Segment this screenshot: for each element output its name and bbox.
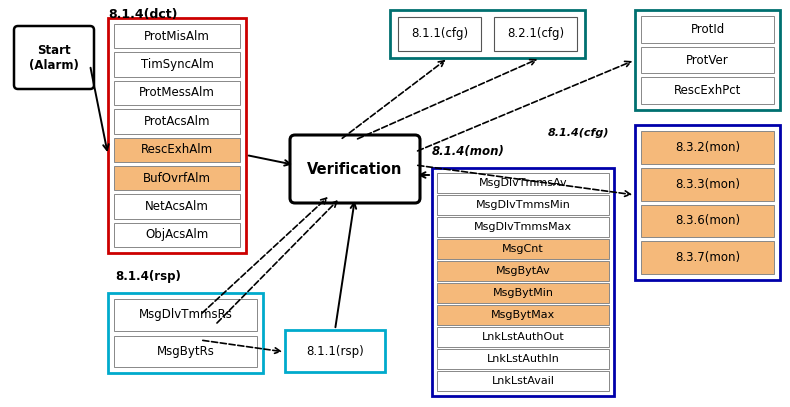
Text: 8.1.1(rsp): 8.1.1(rsp) xyxy=(307,344,364,357)
Bar xyxy=(494,17,577,51)
Text: BufOvrfAlm: BufOvrfAlm xyxy=(143,172,211,184)
Bar xyxy=(114,223,240,247)
Bar xyxy=(641,16,774,43)
Bar xyxy=(437,371,609,391)
Text: MsgDlvTmmsMin: MsgDlvTmmsMin xyxy=(476,200,570,210)
Bar xyxy=(114,138,240,162)
Bar xyxy=(437,261,609,281)
Bar xyxy=(114,109,240,133)
Text: LnkLstAuthOut: LnkLstAuthOut xyxy=(482,332,564,342)
Bar xyxy=(285,330,385,372)
Text: 8.1.4(cfg): 8.1.4(cfg) xyxy=(548,128,610,138)
Bar xyxy=(437,283,609,303)
Text: ProtVer: ProtVer xyxy=(687,53,729,66)
Text: MsgDlvTmmsMax: MsgDlvTmmsMax xyxy=(474,222,572,232)
Text: MsgBytAv: MsgBytAv xyxy=(495,266,551,276)
Text: NetAcsAlm: NetAcsAlm xyxy=(145,200,209,213)
Text: 8.3.3(mon): 8.3.3(mon) xyxy=(675,177,740,190)
Bar xyxy=(114,53,240,77)
Text: 8.3.7(mon): 8.3.7(mon) xyxy=(675,251,740,264)
Text: 8.3.6(mon): 8.3.6(mon) xyxy=(675,214,740,228)
Text: 8.1.1(cfg): 8.1.1(cfg) xyxy=(411,28,468,41)
Bar xyxy=(437,305,609,325)
Text: Verification: Verification xyxy=(307,162,403,177)
Bar xyxy=(432,168,614,396)
Bar xyxy=(641,168,774,201)
Text: 8.1.4(rsp): 8.1.4(rsp) xyxy=(115,270,181,283)
Bar xyxy=(437,327,609,347)
Text: RescExhPct: RescExhPct xyxy=(674,84,741,97)
Text: ProtMisAlm: ProtMisAlm xyxy=(144,30,210,43)
Bar xyxy=(114,24,240,48)
Text: ProtId: ProtId xyxy=(690,23,724,36)
Bar xyxy=(108,18,246,253)
Text: MsgDlvTmmsAv: MsgDlvTmmsAv xyxy=(479,178,567,188)
Bar xyxy=(437,173,609,193)
Text: MsgDlvTmmsRs: MsgDlvTmmsRs xyxy=(138,308,232,321)
Bar xyxy=(114,299,257,330)
Bar xyxy=(437,217,609,237)
Text: ProtMessAlm: ProtMessAlm xyxy=(139,86,215,99)
Text: 8.1.4(dct): 8.1.4(dct) xyxy=(108,8,178,21)
Bar xyxy=(437,349,609,369)
Text: ObjAcsAlm: ObjAcsAlm xyxy=(145,228,209,241)
Text: RescExhAlm: RescExhAlm xyxy=(141,143,213,156)
FancyBboxPatch shape xyxy=(14,26,94,89)
Bar xyxy=(635,125,780,280)
Bar xyxy=(390,10,585,58)
FancyBboxPatch shape xyxy=(290,135,420,203)
Bar xyxy=(437,239,609,259)
Bar xyxy=(108,293,263,373)
Bar xyxy=(114,335,257,367)
Bar xyxy=(635,10,780,110)
Text: MsgBytMax: MsgBytMax xyxy=(491,310,555,320)
Bar xyxy=(641,77,774,104)
Bar xyxy=(641,131,774,164)
Bar xyxy=(114,194,240,219)
Text: ProtAcsAlm: ProtAcsAlm xyxy=(144,115,210,128)
Bar xyxy=(437,195,609,215)
Bar xyxy=(114,81,240,105)
Text: MsgCnt: MsgCnt xyxy=(502,244,544,254)
Text: MsgBytRs: MsgBytRs xyxy=(156,345,214,358)
Text: 8.2.1(cfg): 8.2.1(cfg) xyxy=(507,28,564,41)
Text: LnkLstAvail: LnkLstAvail xyxy=(491,376,555,386)
Text: Start
(Alarm): Start (Alarm) xyxy=(29,44,79,72)
Text: 8.3.2(mon): 8.3.2(mon) xyxy=(675,141,740,154)
Bar xyxy=(114,166,240,190)
Bar xyxy=(641,47,774,73)
Bar xyxy=(641,204,774,237)
Text: 8.1.4(mon): 8.1.4(mon) xyxy=(432,145,505,158)
Text: TimSyncAlm: TimSyncAlm xyxy=(141,58,213,71)
Bar xyxy=(641,241,774,274)
Text: MsgBytMin: MsgBytMin xyxy=(492,288,554,298)
Text: LnkLstAuthIn: LnkLstAuthIn xyxy=(487,354,559,364)
Bar xyxy=(398,17,481,51)
